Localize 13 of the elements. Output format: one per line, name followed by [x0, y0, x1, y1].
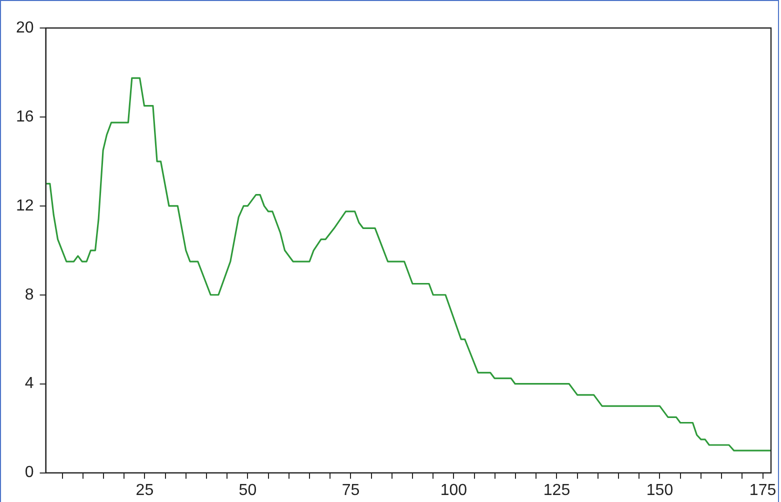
y-tick-label: 8	[24, 286, 34, 304]
x-tick-label: 125	[543, 482, 570, 499]
y-tick-label: 16	[16, 108, 34, 126]
y-tick-label: 4	[24, 375, 34, 392]
x-tick-label: 25	[136, 482, 154, 499]
x-tick-label: 50	[238, 482, 257, 499]
y-tick-label: 12	[16, 197, 34, 214]
x-tick-label: 100	[440, 482, 468, 499]
y-tick-label: 20	[16, 19, 34, 36]
x-tick-label: 175	[749, 482, 776, 499]
x-tick-label: 150	[646, 482, 674, 499]
y-tick-label: 0	[24, 464, 34, 482]
x-tick-label: 75	[342, 482, 360, 499]
